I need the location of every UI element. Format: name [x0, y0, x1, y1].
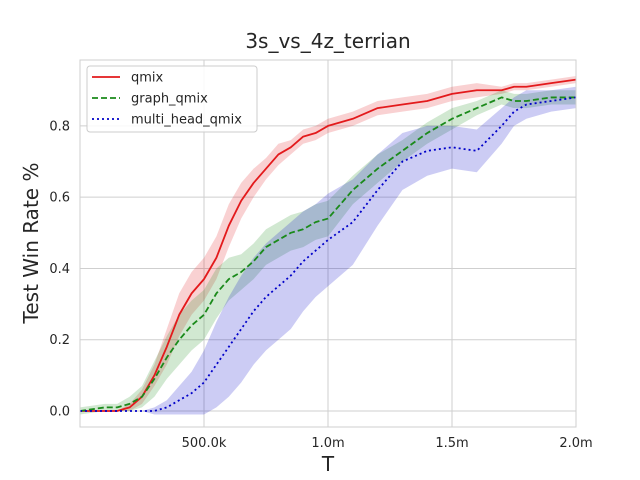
- x-axis-ticks: 500.0k 1.0m 1.5m 2.0m: [182, 436, 593, 451]
- x-tick-label: 2.0m: [559, 436, 592, 451]
- confidence-bands: [80, 76, 576, 415]
- x-tick-label: 1.5m: [435, 436, 468, 451]
- series-lines: [79, 78, 577, 412]
- x-tick-label: 1.0m: [311, 436, 344, 451]
- plot-frame: [79, 59, 577, 428]
- multi-head-qmix-legend-label: multi_head_qmix: [131, 113, 242, 128]
- y-axis-ticks: 0.0 0.2 0.4 0.6 0.8: [49, 119, 70, 419]
- legend: qmix graph_qmix multi_head_qmix: [86, 65, 258, 133]
- graph-qmix-band: [80, 90, 576, 415]
- legend-box: [86, 65, 258, 133]
- y-tick-label: 0.8: [49, 119, 70, 134]
- x-axis-label: T: [321, 452, 335, 476]
- x-tick-label: 500.0k: [182, 436, 227, 451]
- qmix-legend-label: qmix: [131, 71, 164, 86]
- multi-head-qmix-band: [80, 86, 576, 415]
- chart-title: 3s_vs_4z_terrian: [245, 29, 410, 53]
- y-axis-label: Test Win Rate %: [19, 163, 43, 325]
- y-tick-label: 0.6: [49, 191, 70, 206]
- y-tick-label: 0.0: [49, 404, 70, 419]
- graph-qmix-legend-label: graph_qmix: [131, 92, 208, 107]
- graph-qmix-line: [79, 96, 576, 412]
- qmix-line: [80, 78, 577, 412]
- y-tick-label: 0.2: [49, 333, 70, 348]
- y-tick-label: 0.4: [49, 262, 70, 277]
